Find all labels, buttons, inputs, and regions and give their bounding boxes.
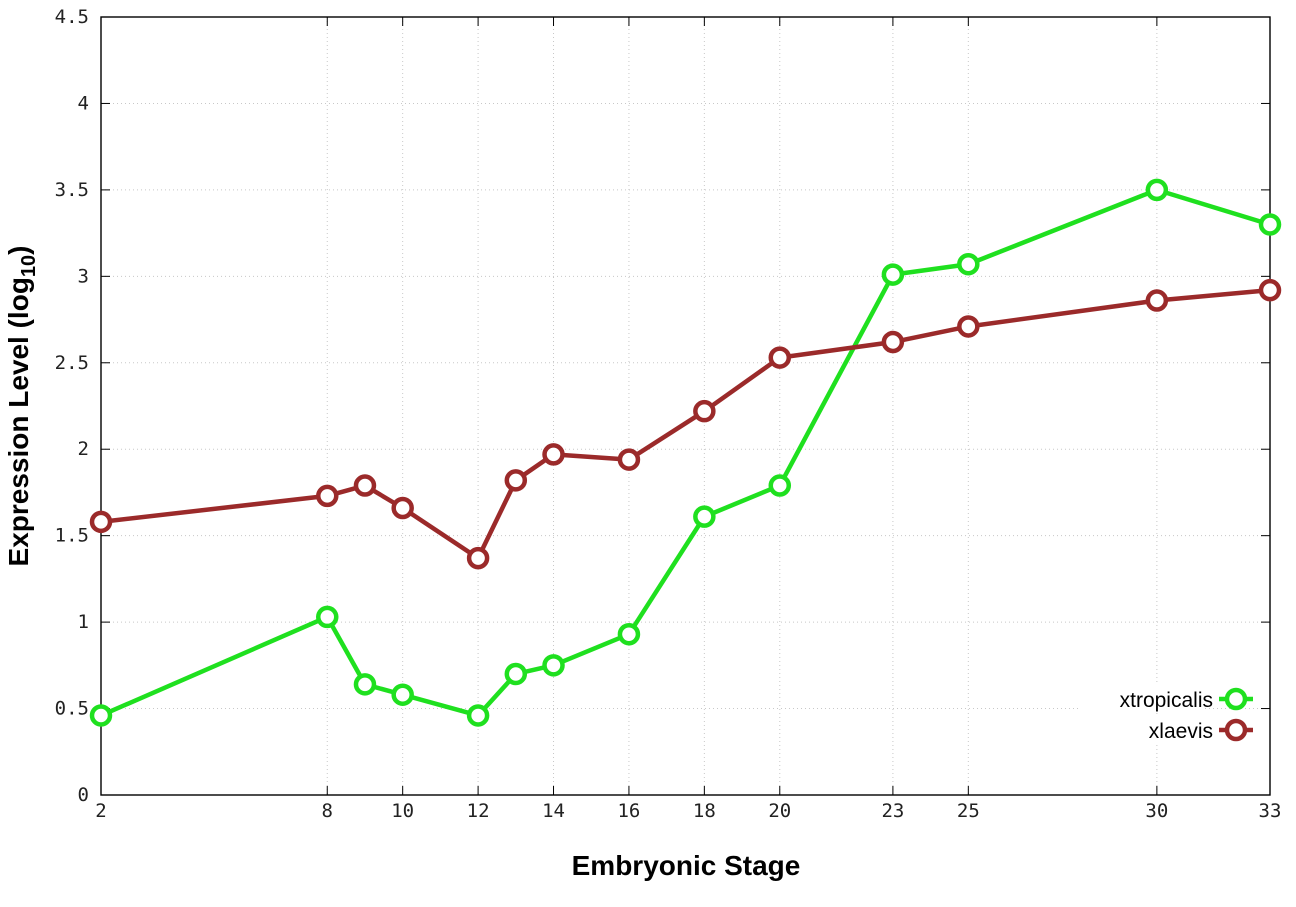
x-tick-label: 25 (957, 800, 980, 822)
data-point (89, 510, 113, 534)
x-tick-label: 18 (693, 800, 716, 822)
data-point (316, 605, 339, 629)
legend-label: xlaevis (1149, 720, 1213, 743)
data-point (504, 469, 528, 492)
y-tick-label: 0.5 (55, 698, 89, 720)
x-tick-label: 8 (322, 800, 333, 822)
data-point (693, 505, 716, 528)
y-tick-label: 2.5 (55, 352, 89, 374)
y-tick-label: 3 (78, 265, 89, 287)
data-point (957, 252, 980, 276)
x-tick-label: 10 (391, 800, 414, 822)
x-tick-label: 20 (768, 800, 791, 822)
data-point (391, 496, 414, 520)
plot-frame (100, 16, 1271, 796)
grid (101, 17, 1270, 795)
x-tick-label: 12 (467, 800, 490, 822)
data-point (504, 662, 528, 686)
y-tick-label: 4.5 (55, 6, 89, 28)
x-tick-label: 14 (542, 800, 565, 822)
y-tick-label: 1.5 (55, 525, 89, 547)
data-point (542, 443, 565, 466)
y-tick-label: 2 (78, 438, 89, 460)
data-point (881, 263, 905, 286)
data-point (768, 346, 792, 369)
data-point (316, 484, 339, 508)
data-point (466, 546, 490, 570)
legend: xtropicalis xlaevis (1080, 685, 1253, 744)
x-tick-label: 2 (95, 800, 106, 822)
data-point (617, 622, 641, 646)
data-point (768, 474, 792, 497)
legend-marker (1224, 718, 1248, 742)
legend-item: xtropicalis (1080, 685, 1253, 713)
x-tick-label: 23 (881, 800, 904, 822)
series-layer (89, 178, 1282, 727)
data-point (353, 474, 377, 497)
axis-ticks: 0 0.5 1 1.5 2 2.5 3 3.5 4 4.5 2 8 10 12 14 16 18 20 23 25 30… (55, 6, 1282, 822)
x-tick-label: 30 (1145, 800, 1168, 822)
legend-label-bg (1080, 685, 1205, 713)
data-point (693, 399, 716, 423)
x-tick-label: 33 (1259, 800, 1282, 822)
data-point (1145, 289, 1169, 312)
series-line (100, 187, 1271, 718)
data-point (466, 704, 490, 727)
series-xtropicalis (89, 178, 1282, 727)
y-tick-label: 4 (78, 92, 89, 114)
data-point (1145, 178, 1169, 202)
y-axis-title: Expression Level (log10) (3, 246, 40, 567)
data-point (89, 704, 113, 727)
legend-marker (1224, 687, 1248, 711)
series-line (100, 287, 1271, 561)
legend-label: xtropicalis (1120, 689, 1213, 712)
data-point (391, 683, 414, 706)
data-point (617, 448, 641, 471)
data-point (957, 315, 980, 338)
data-point (1258, 278, 1282, 302)
data-point (542, 654, 565, 677)
y-tick-label: 0 (78, 784, 89, 806)
legend-item: xlaevis (1080, 716, 1253, 744)
series-xlaevis (89, 278, 1282, 570)
data-point (881, 330, 905, 354)
data-point (1258, 213, 1282, 236)
y-axis-title-subscript: 10 (18, 255, 40, 277)
legend-label-bg (1080, 716, 1205, 744)
y-axis-title-main: Expression Level (log (3, 277, 34, 566)
x-axis-title: Embryonic Stage (572, 850, 801, 881)
y-tick-label: 1 (78, 611, 89, 633)
x-tick-label: 16 (617, 800, 640, 822)
y-tick-label: 3.5 (55, 179, 89, 201)
y-axis-title-close: ) (3, 246, 34, 255)
data-point (353, 673, 377, 696)
